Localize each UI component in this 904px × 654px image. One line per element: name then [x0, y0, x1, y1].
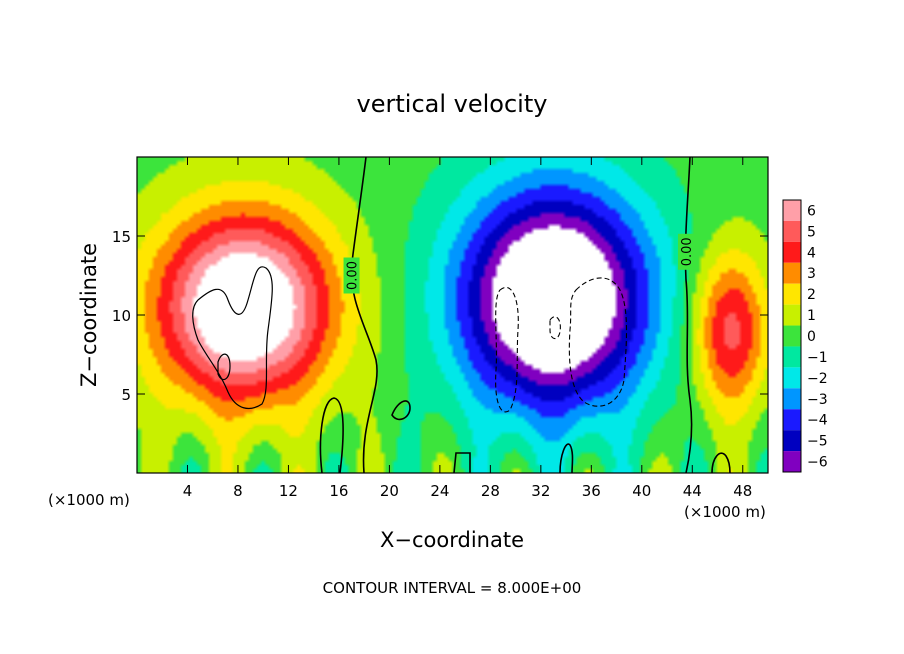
x-tick-label: 40: [632, 482, 651, 500]
colorbar-swatch: [783, 451, 801, 472]
contour-updraft-small: [217, 353, 231, 381]
colorbar-label: −4: [807, 413, 828, 429]
colorbar-label: −3: [807, 392, 828, 408]
x-tick-label: 12: [279, 482, 298, 500]
colorbar-label: 0: [807, 329, 816, 345]
contour-labels: 0.00 0.00: [343, 233, 695, 294]
colorbar-swatch: [783, 430, 801, 452]
colorbar-label: 4: [807, 245, 816, 261]
contour-label: 0.00: [346, 261, 361, 290]
colorbar-swatch: [783, 325, 801, 347]
x-axis-label: X−coordinate: [380, 528, 524, 552]
colorbar-swatch: [783, 346, 801, 368]
contour-downdraft-right: [568, 277, 628, 407]
plot-area: 0.00 0.00: [137, 157, 768, 473]
x-tick-label: 32: [531, 482, 550, 500]
x-tick-label: 8: [233, 482, 243, 500]
colorbar: 6 5 4 3 2 1 0 −1 −2 −3 −4 −5 −6: [782, 199, 828, 473]
colorbar-label: −2: [807, 371, 828, 387]
colorbar-label: 5: [807, 224, 816, 240]
contour-downdraft-left: [495, 287, 519, 413]
x-tick-label: 4: [183, 482, 193, 500]
colorbar-swatch: [783, 262, 801, 284]
contour-updraft-inner: [192, 266, 273, 410]
colorbar-swatch: [783, 283, 801, 305]
y-tick-label: 15: [112, 228, 131, 246]
x-axis: 4 8 12 16 20 24 28 32 36 40 44 48: [183, 157, 752, 500]
zero-contour-small-5: [711, 452, 731, 473]
colorbar-frame: [782, 199, 802, 473]
contour-interval-note: CONTOUR INTERVAL = 8.000E+00: [323, 579, 582, 597]
contour-label: 0.00: [680, 237, 695, 266]
contour-label-bg: [343, 257, 360, 294]
x-tick-label: 16: [329, 482, 348, 500]
colorbar-swatch: [783, 241, 801, 263]
x-unit-left: (×1000 m): [48, 491, 130, 509]
y-tick-label: 5: [121, 386, 131, 404]
x-tick-label: 44: [683, 482, 702, 500]
y-tick-label: 10: [112, 307, 131, 325]
x-tick-label: 24: [430, 482, 449, 500]
colorbar-swatch: [783, 200, 801, 221]
colorbar-label: 3: [807, 266, 816, 282]
contour-label-bg: [677, 233, 694, 270]
colorbar-swatch: [783, 409, 801, 431]
velocity-field: [137, 157, 768, 473]
x-tick-label: 20: [380, 482, 399, 500]
colorbar-label: 1: [807, 308, 816, 324]
zero-contour-small-3: [453, 452, 471, 473]
x-tick-label: 48: [733, 482, 752, 500]
x-unit-right: (×1000 m): [684, 503, 766, 521]
positive-contour-lines: [192, 266, 273, 410]
zero-contour-left: [350, 157, 378, 473]
zero-contour-small-4: [559, 443, 574, 473]
zero-contour-right: [684, 157, 693, 473]
chart-title: vertical velocity: [357, 90, 548, 118]
x-tick-label: 36: [582, 482, 601, 500]
colorbar-swatch: [783, 220, 801, 242]
negative-contour-lines: [495, 277, 628, 413]
colorbar-swatch: [783, 367, 801, 389]
y-axis-label: Z−coordinate: [77, 243, 101, 387]
y-axis: 5 10 15: [112, 228, 768, 404]
zero-contour-small-1: [319, 397, 344, 473]
colorbar-label: −6: [807, 455, 828, 471]
colorbar-label: 6: [807, 203, 816, 219]
colorbar-swatch: [783, 304, 801, 326]
colorbar-label: 2: [807, 287, 816, 303]
colorbar-swatch: [783, 388, 801, 410]
colorbar-label: −5: [807, 434, 828, 450]
zero-contour-lines: [319, 157, 731, 473]
zero-contour-small-2: [391, 400, 411, 421]
colorbar-label: −1: [807, 350, 828, 366]
x-tick-label: 28: [481, 482, 500, 500]
